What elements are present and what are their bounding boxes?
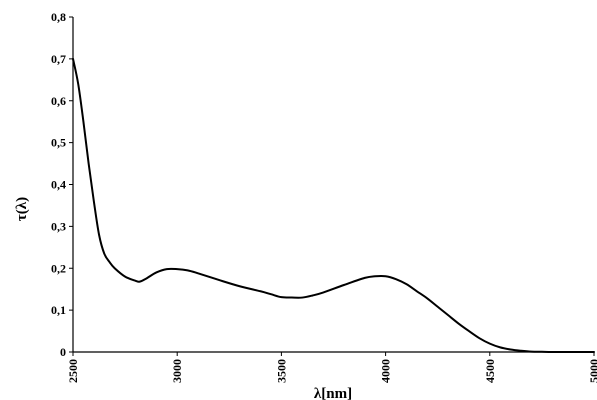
ticks: 0 0,1 0,2 0,3 0,4 0,5 0,6 0,7 0,8 2500 3000 3500 400… [51, 10, 597, 383]
x-tick-label: 5000 [587, 359, 597, 383]
x-tick-label: 2500 [66, 359, 80, 383]
y-tick-label: 0,7 [51, 52, 66, 66]
x-tick-label: 4000 [379, 359, 393, 383]
axes [72, 17, 594, 353]
y-tick-label: 0,3 [51, 219, 66, 233]
y-tick-label: 0,5 [51, 136, 66, 150]
x-tick-label: 3000 [170, 359, 184, 383]
y-axis-title: τ(λ) [14, 197, 30, 221]
y-tick-label: 0,8 [51, 10, 66, 24]
series-line [72, 57, 595, 354]
x-tick-label: 4500 [483, 359, 497, 383]
y-tick-label: 0,4 [51, 178, 66, 192]
series-layer [72, 57, 595, 354]
x-tick-label: 3500 [274, 359, 288, 383]
y-tick-label: 0,2 [51, 261, 66, 275]
y-tick-label: 0,6 [51, 94, 66, 108]
y-tick-label: 0 [60, 345, 66, 359]
x-axis-title: λ[nm] [314, 386, 352, 400]
y-tick-label: 0,1 [51, 303, 66, 317]
